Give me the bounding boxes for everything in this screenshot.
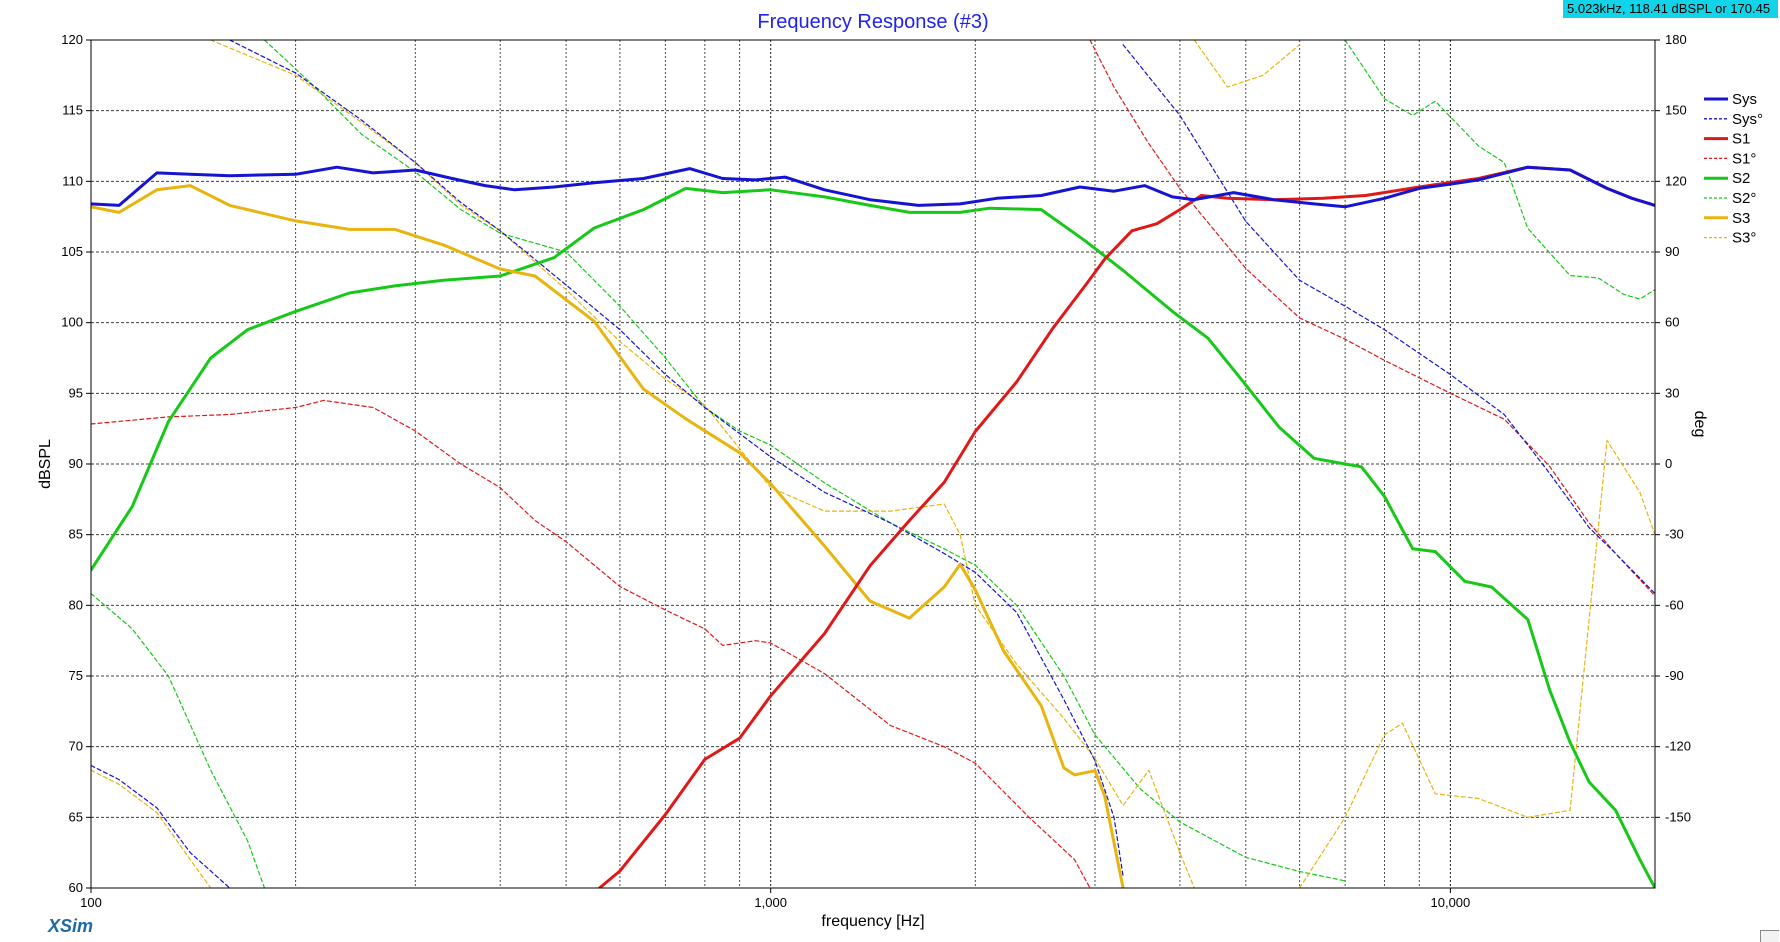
legend[interactable]: Sys Sys° S1 S1° S2 S2° S3 S3°	[1704, 91, 1763, 247]
y2-tick-label: 150	[1665, 103, 1687, 118]
series-line-sys	[91, 165, 1655, 209]
y-tick-label: 75	[69, 668, 83, 683]
y-tick-label: 60	[69, 880, 83, 895]
legend-label: S1	[1732, 131, 1750, 148]
y-tick-label: 70	[69, 739, 83, 754]
y2-tick-label: -30	[1665, 527, 1684, 542]
legend-label: S1°	[1732, 150, 1756, 167]
resize-grip[interactable]	[1760, 930, 1779, 942]
chart-title: Frequency Response (#3)	[757, 11, 988, 33]
y2-tick-label: 30	[1665, 385, 1679, 400]
y2-tick-label: 60	[1665, 315, 1679, 330]
y-tick-label: 100	[61, 315, 83, 330]
series-line-s1-phase	[91, 40, 1655, 888]
y-tick-label: 85	[69, 527, 83, 542]
series-line-s3	[91, 184, 1125, 888]
y-tick-label: 115	[62, 103, 83, 118]
y-tick-label: 80	[69, 597, 83, 612]
legend-label: S3	[1732, 210, 1750, 227]
y2-tick-label: -150	[1665, 809, 1691, 824]
y2-tick-label: 0	[1665, 456, 1672, 471]
y-tick-label: 95	[69, 385, 83, 400]
y2-tick-label: 180	[1665, 32, 1687, 47]
y2-tick-label: -60	[1665, 597, 1684, 612]
y2-tick-label: -120	[1665, 739, 1691, 754]
series-line-s2-phase	[91, 40, 1655, 888]
y2-tick-label: -90	[1665, 668, 1684, 683]
series-line-s2	[91, 186, 1655, 888]
y-tick-label: 105	[61, 244, 83, 259]
y2-tick-label: 120	[1665, 173, 1687, 188]
x-tick-label: 100	[80, 895, 102, 910]
y-tick-label: 120	[61, 32, 83, 47]
y-tick-label: 65	[69, 809, 83, 824]
cursor-readout: 5.023kHz, 118.41 dBSPL or 170.45	[1563, 0, 1778, 18]
legend-label: S3°	[1732, 230, 1756, 247]
xsim-logo: XSim	[48, 916, 94, 936]
legend-label: Sys°	[1732, 111, 1763, 128]
x-axis-title: frequency [Hz]	[821, 913, 924, 930]
series-line-s3-phase	[91, 40, 1655, 888]
legend-label: S2°	[1732, 190, 1756, 207]
x-tick-label: 10,000	[1431, 895, 1471, 910]
y-axis-title: dBSPL	[37, 439, 54, 489]
series-line-sys-phase	[91, 40, 1655, 888]
x-tick-label: 1,000	[754, 895, 787, 910]
y2-axis-title: deg	[1691, 411, 1708, 438]
legend-label: S2	[1732, 170, 1750, 187]
axes: 60 65 70 75 80 85 90 95 100 105 110 115 120 -150 -120 -…	[61, 32, 1691, 910]
y-tick-label: 90	[69, 456, 83, 471]
y2-tick-label: 90	[1665, 244, 1679, 259]
y-tick-label: 110	[62, 173, 83, 188]
legend-label: Sys	[1732, 91, 1757, 108]
series-layer	[91, 40, 1655, 888]
